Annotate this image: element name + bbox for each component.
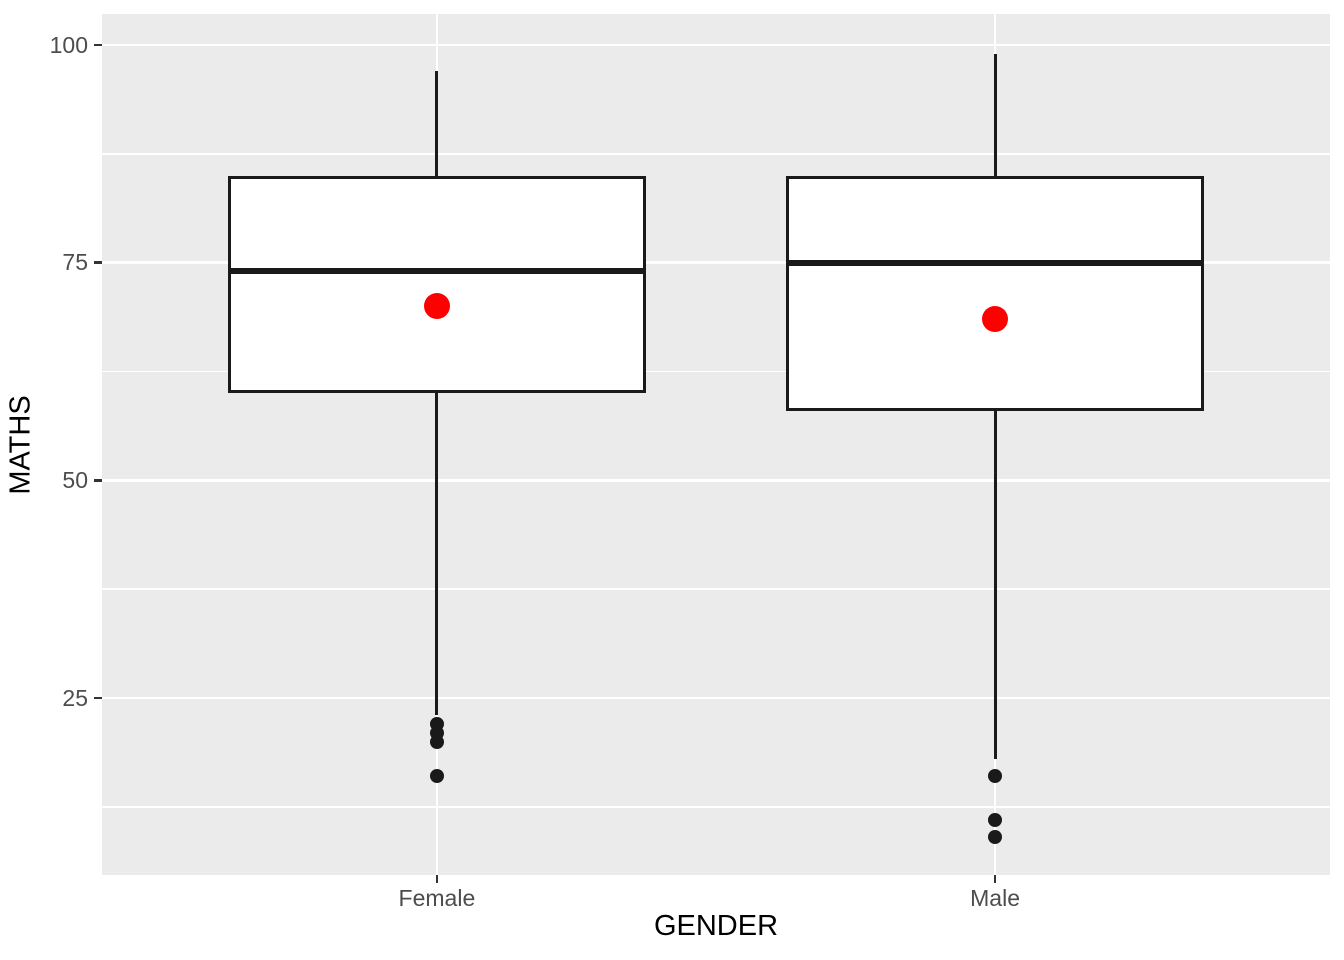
y-tick-label: 75	[62, 249, 88, 276]
boxplot-female-median-line	[227, 268, 647, 275]
x-axis-title: GENDER	[653, 910, 779, 942]
boxplot-female-box	[227, 175, 647, 394]
boxplot-female-mean-point	[423, 293, 450, 320]
y-major-gridline	[102, 696, 1330, 700]
boxplot-female-outlier-point	[429, 769, 444, 784]
boxplot-male-lower-whisker	[993, 410, 997, 759]
y-tick-mark	[94, 696, 102, 700]
y-minor-gridline	[102, 370, 1330, 373]
y-tick-label: 50	[62, 466, 88, 493]
boxplot-male-box	[785, 175, 1205, 411]
y-tick-mark	[94, 43, 102, 47]
y-minor-gridline	[102, 153, 1330, 155]
y-minor-gridline	[102, 588, 1330, 590]
boxplot-female-lower-whisker	[435, 393, 439, 716]
y-major-gridline	[102, 261, 1330, 264]
y-tick-label: 25	[62, 684, 88, 711]
y-tick-mark	[94, 261, 102, 264]
x-tick-mark	[993, 875, 997, 883]
boxplot-female-outlier-point	[429, 734, 444, 749]
y-major-gridline	[102, 479, 1330, 482]
boxplot-male-outlier-point	[988, 812, 1003, 827]
boxplot-male-median-line	[785, 259, 1205, 266]
boxplot-male-upper-whisker	[993, 53, 997, 176]
plot-panel	[102, 14, 1330, 875]
y-minor-gridline	[102, 806, 1330, 808]
x-tick-label: Female	[398, 885, 476, 911]
x-tick-label: Male	[970, 885, 1021, 911]
x-tick-mark	[435, 875, 439, 883]
boxplot-male-outlier-point	[988, 830, 1003, 845]
y-tick-mark	[94, 479, 102, 482]
y-tick-label: 100	[49, 31, 88, 58]
boxplot-male-mean-point	[982, 306, 1009, 333]
boxplot-male-outlier-point	[988, 769, 1003, 784]
boxplot-female-upper-whisker	[435, 71, 439, 176]
y-major-gridline	[102, 43, 1330, 47]
